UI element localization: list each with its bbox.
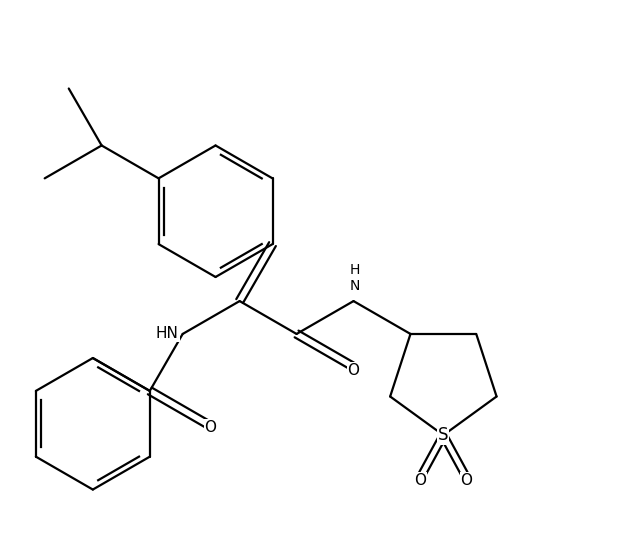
Text: S: S: [438, 426, 449, 444]
Text: H
N: H N: [350, 263, 360, 293]
Text: O: O: [205, 420, 216, 435]
Text: O: O: [414, 473, 426, 488]
Text: O: O: [348, 363, 360, 378]
Text: HN: HN: [156, 326, 179, 341]
Text: O: O: [461, 473, 472, 488]
